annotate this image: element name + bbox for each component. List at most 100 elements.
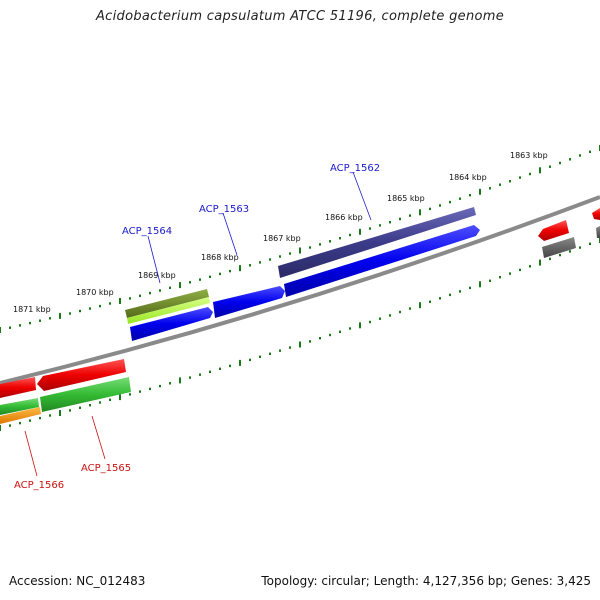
minor-tick [49,414,51,417]
map-title: Acidobacterium capsulatum ATCC 51196, co… [95,9,505,24]
minor-tick [199,278,201,281]
gene-red-left-b[interactable] [37,359,126,391]
major-tick [359,228,361,235]
label-acp-1565[interactable]: ACP_1565 [81,463,131,474]
minor-tick [309,246,311,249]
kbp-label: 1864 kbp [449,173,487,182]
minor-tick [209,275,211,278]
minor-tick [69,312,71,315]
major-tick [179,377,181,384]
minor-tick [579,246,581,249]
gene-acp-1564[interactable] [125,289,210,324]
minor-tick [429,300,431,303]
minor-tick [459,197,461,200]
minor-tick [289,252,291,255]
minor-tick [209,370,211,373]
minor-tick [529,265,531,268]
minor-tick [439,297,441,300]
genome-summary-text: Topology: circular; Length: 4,127,356 bp… [261,574,591,588]
major-tick [299,341,301,348]
minor-tick [139,390,141,393]
minor-tick [589,242,591,245]
major-tick [59,410,61,416]
gene-acp-1565[interactable] [40,377,131,412]
gene-cds-blue-left[interactable] [130,307,213,341]
minor-tick [369,320,371,324]
major-tick [479,188,481,195]
inner-tick-rail [0,237,600,431]
leader-acp-1563 [222,212,238,256]
major-tick [239,359,241,366]
minor-tick [459,290,461,293]
minor-tick [29,321,31,325]
minor-tick [579,154,581,157]
genome-backbone [0,195,600,385]
minor-tick [89,307,91,310]
minor-tick [109,302,111,305]
minor-tick [369,227,371,230]
minor-tick [259,261,261,264]
minor-tick [129,297,131,300]
minor-tick [149,291,151,295]
minor-tick [159,289,161,292]
minor-tick [399,310,401,314]
minor-tick [259,355,261,358]
major-tick [0,327,1,333]
minor-tick [159,384,161,388]
gene-gray-right[interactable] [542,237,576,258]
gene-acp-1562[interactable] [278,207,476,278]
kbp-label: 1863 kbp [510,151,548,160]
major-tick [239,265,241,272]
minor-tick [489,279,491,282]
label-acp-1563[interactable]: ACP_1563 [199,204,249,215]
gene-cds-forward[interactable] [284,225,480,297]
minor-tick [509,272,511,275]
minor-tick [409,214,411,217]
minor-tick [19,324,21,327]
minor-tick [319,337,321,340]
minor-tick [549,165,551,168]
leader-acp-1564 [147,235,161,284]
major-tick [539,167,541,174]
minor-tick [409,307,411,310]
gene-red-left-a[interactable] [0,377,36,398]
minor-tick [329,240,331,243]
leader-acp-1562 [352,171,372,221]
major-tick [119,394,121,401]
minor-tick [219,367,221,370]
label-acp-1566[interactable]: ACP_1566 [14,480,64,491]
minor-tick [129,393,131,396]
kbp-label: 1869 kbp [138,271,176,280]
kbp-label: 1868 kbp [201,253,239,262]
major-tick [359,322,361,329]
minor-tick [189,281,191,284]
minor-tick [99,304,101,308]
minor-tick [389,314,391,317]
minor-tick [339,330,341,333]
minor-tick [309,340,311,343]
minor-tick [19,421,21,425]
minor-tick [109,398,111,401]
minor-tick [199,373,201,376]
minor-tick [49,317,51,320]
gene-red-right[interactable] [538,220,569,241]
gene-gray-edge[interactable] [596,226,600,238]
minor-tick [249,358,251,362]
gene-acp-1566[interactable] [0,407,41,424]
gene-red-edge[interactable] [592,208,600,220]
minor-tick [249,264,251,267]
minor-tick [509,180,511,183]
label-acp-1562[interactable]: ACP_1562 [330,163,380,174]
minor-tick [189,376,191,379]
minor-tick [279,349,281,352]
minor-tick [329,333,331,337]
minor-tick [79,309,81,313]
label-acp-1564[interactable]: ACP_1564 [122,226,172,237]
accession-text: Accession: NC_012483 [9,574,146,588]
gene-green-left[interactable] [0,398,39,415]
minor-tick [89,404,91,407]
minor-tick [559,253,561,257]
minor-tick [589,150,591,153]
gene-acp-1563[interactable] [213,286,285,318]
minor-tick [399,217,401,221]
